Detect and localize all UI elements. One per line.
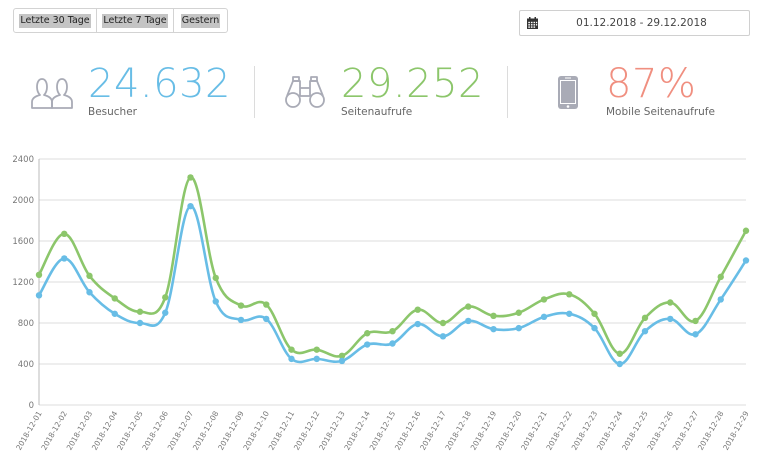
data-point [414,306,421,313]
data-point [136,319,144,327]
data-point [212,274,219,282]
smartphone-icon [558,76,578,109]
stat-mobile: 87% Mobile Seitenaufrufe [549,61,769,124]
date-range-text: 01.12.2018 - 29.12.2018 [576,17,707,29]
y-tick-label: 1200 [12,278,34,288]
last-7-days-button[interactable]: Letzte 7 Tage [97,9,174,32]
visitors-value: 24.632 [88,61,231,107]
date-range-button-group: Letzte 30 Tage Letzte 7 Tage Gestern [13,8,228,33]
calendar-icon [527,17,538,29]
data-point [61,230,68,238]
data-point [616,350,623,357]
data-point [667,299,674,306]
data-point [465,317,472,325]
traffic-line-chart: 040080012001600200024002018-12-012018-12… [12,155,751,452]
data-point [540,313,548,321]
data-point [591,324,598,332]
last-30-days-button[interactable]: Letzte 30 Tage [14,9,97,32]
y-tick-label: 2000 [12,196,34,206]
data-point [313,355,320,363]
mobile-value: 87% [606,61,697,107]
data-point [187,174,194,181]
y-tick-label: 0 [29,401,34,411]
data-point [111,310,118,317]
data-point [641,328,649,335]
data-point [86,289,93,296]
data-point [136,308,144,315]
x-tick-label: 2018-12-29 [721,409,751,451]
data-point [35,292,43,299]
data-point [313,346,320,353]
data-point [667,315,674,323]
data-point [288,346,295,353]
last-7-days-label: Letzte 7 Tage [102,13,168,28]
data-point [389,328,396,335]
data-point [641,314,649,322]
stat-pageviews: 29.252 Seitenaufrufe [284,61,504,124]
data-point [717,296,724,303]
data-point [162,294,169,301]
y-tick-label: 1600 [12,237,34,247]
data-point [237,302,245,309]
visitors-label: Besucher [88,106,137,118]
stat-divider [507,66,508,118]
last-30-days-label: Letzte 30 Tage [19,13,91,28]
data-point [35,271,43,279]
data-point [263,315,270,323]
data-point [742,257,750,264]
data-point [364,341,371,348]
data-point [439,333,447,340]
data-point [566,291,573,298]
binoculars-icon [285,76,325,108]
stat-divider [254,66,255,118]
users-icon [31,78,73,109]
pageviews-value: 29.252 [341,61,484,107]
data-point [162,309,169,316]
data-point [566,310,573,317]
data-point [439,319,447,327]
series-line-pageviews [37,176,748,358]
data-point [61,255,68,262]
y-tick-label: 2400 [12,155,34,165]
y-tick-label: 400 [18,360,34,370]
data-point [86,272,93,280]
data-point [490,312,497,320]
data-point [237,316,245,324]
mobile-label: Mobile Seitenaufrufe [606,106,715,118]
data-point [591,310,598,317]
data-point [389,340,396,347]
yesterday-button[interactable]: Gestern [174,9,227,32]
data-point [616,360,623,368]
data-point [692,317,699,325]
data-point [338,352,346,359]
data-point [364,330,371,337]
data-point [692,331,699,338]
y-tick-label: 800 [18,319,34,329]
data-point [414,320,421,328]
data-point [288,355,295,363]
data-point [111,295,118,302]
data-point [515,309,522,316]
pageviews-label: Seitenaufrufe [341,106,413,118]
data-point [742,227,750,234]
series-line-visitors [37,204,748,366]
stat-visitors: 24.632 Besucher [31,61,251,124]
data-point [212,298,219,305]
data-point [187,202,194,210]
data-point [717,273,724,281]
data-point [338,357,346,365]
data-point [263,301,270,308]
data-point [490,325,497,333]
data-point [540,296,548,303]
data-point [465,303,472,310]
data-point [515,324,522,332]
yesterday-label: Gestern [180,13,221,28]
date-range-picker[interactable]: 01.12.2018 - 29.12.2018 [519,10,750,36]
